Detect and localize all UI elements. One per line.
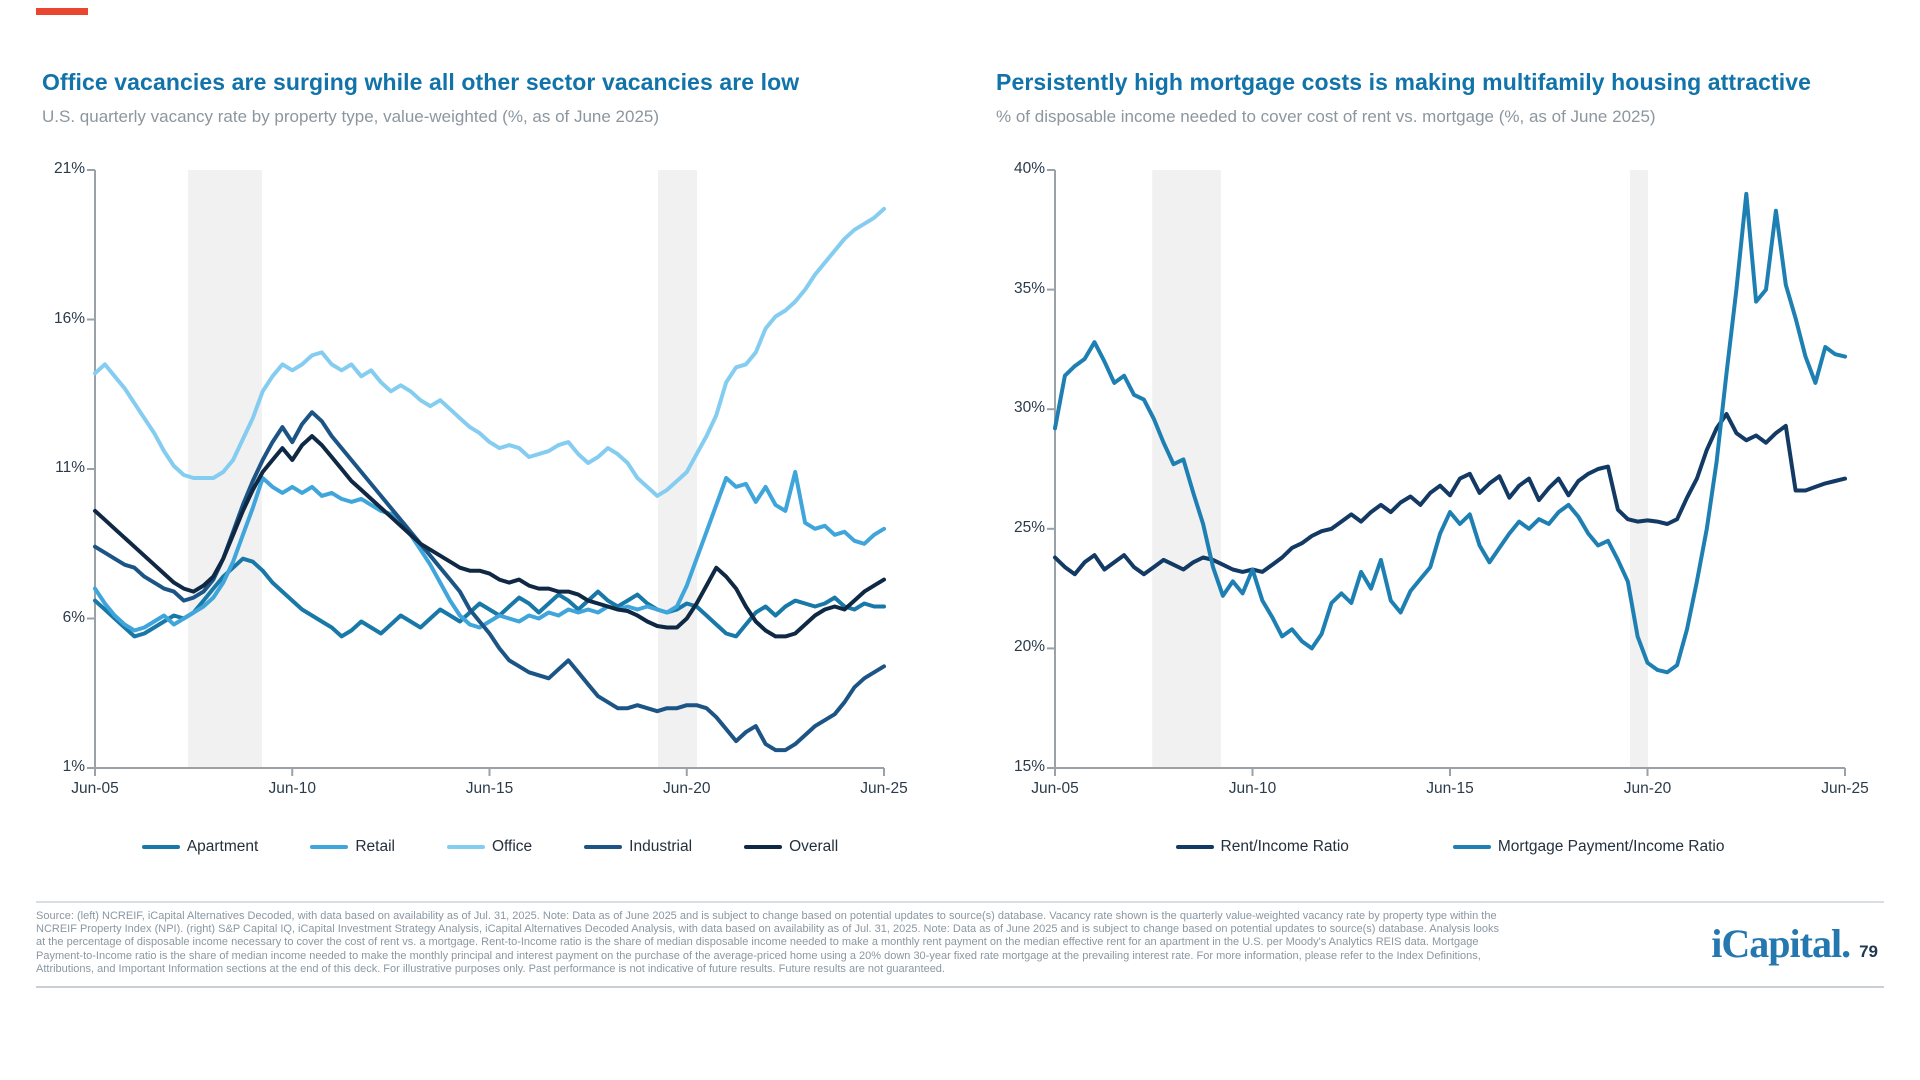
series-office [93,206,886,498]
legend-swatch-icon [1175,844,1214,850]
legend-item: Rent/Income Ratio [1175,838,1349,856]
legend-label: Rent/Income Ratio [1220,838,1349,855]
footnote-line: at the percentage of disposable income n… [36,936,1479,949]
legend-item: Office [446,838,533,856]
right-chart-legend: Rent/Income Ratio Mortgage Payment/Income… [1055,838,1845,856]
legend-swatch-icon [744,844,783,850]
icapital-logo-text: iCapital. [1711,921,1851,966]
legend-swatch-icon [141,844,180,850]
legend-item: Apartment [141,838,259,856]
legend-label: Retail [355,838,395,855]
y-axis-label: 11% [55,459,85,476]
footnote-line: Payment-to-Income ratio is the share of … [36,949,1481,962]
series-mortgage-payment-income-ratio [1053,191,1847,675]
bottom-rule [36,986,1884,988]
y-axis-label: 25% [1013,518,1045,536]
series-rent-income-ratio [1053,412,1847,577]
recession-band [1630,170,1648,768]
left-chart-subtitle: U.S. quarterly vacancy rate by property … [42,107,660,126]
y-axis-label: 16% [53,309,85,327]
y-axis-label: 1% [62,758,85,775]
legend-label: Mortgage Payment/Income Ratio [1497,838,1725,855]
x-axis-label: Jun-05 [71,780,119,797]
right-chart-subtitle: % of disposable income needed to cover c… [996,107,1656,126]
brand-accent-bar [36,8,88,15]
y-axis-label: 35% [1013,279,1045,297]
left-chart-title: Office vacancies are surging while all o… [42,69,800,95]
footnote-line: NCREIF Property Index (NPI). (right) S&P… [36,923,1499,936]
y-axis-label: 6% [62,608,85,626]
legend-item: Industrial [584,838,692,856]
y-axis-label: 20% [1013,638,1045,656]
legend-item: Retail [310,838,395,856]
legend-swatch-icon [446,844,485,850]
x-axis-label: Jun-25 [1821,780,1869,797]
y-axis-label: 40% [1013,160,1045,177]
legend-label: Office [491,838,533,855]
x-axis-label: Jun-15 [1426,780,1474,797]
legend-item: Overall [744,838,838,856]
legend-swatch-icon [1452,844,1491,850]
legend-label: Apartment [186,838,259,855]
x-axis-label: Jun-10 [268,780,316,797]
recession-band [658,170,698,768]
legend-item: Mortgage Payment/Income Ratio [1452,838,1725,856]
right-chart-title: Persistently high mortgage costs is maki… [996,69,1812,95]
y-axis-label: 30% [1013,399,1045,417]
legend-swatch-icon [584,844,623,850]
page-number: 79 [1859,942,1878,961]
footnote-text: Source: (left) NCREIF, iCapital Alternat… [36,910,1499,976]
legend-label: Overall [789,838,839,855]
icapital-logo: iCapital. 79 [1711,920,1878,967]
y-axis-label: 15% [1013,758,1045,775]
series-overall [93,434,886,639]
legend-label: Industrial [629,838,693,855]
left-chart-legend: Apartment Retail Office Industrial Overall [95,838,885,856]
footnote-line: Source: (left) NCREIF, iCapital Alternat… [36,910,1497,922]
x-axis-label: Jun-20 [663,780,711,797]
series-retail [93,470,886,633]
footer-divider [36,901,1884,903]
x-axis-label: Jun-20 [1623,780,1672,797]
footnote-line: Attributions, and Important Information … [36,962,945,975]
y-axis-label: 21% [53,160,85,177]
x-axis-label: Jun-05 [1031,780,1079,797]
x-axis-label: Jun-15 [465,780,514,797]
x-axis-label: Jun-10 [1228,780,1277,797]
legend-swatch-icon [310,844,349,850]
x-axis-label: Jun-25 [860,780,908,797]
